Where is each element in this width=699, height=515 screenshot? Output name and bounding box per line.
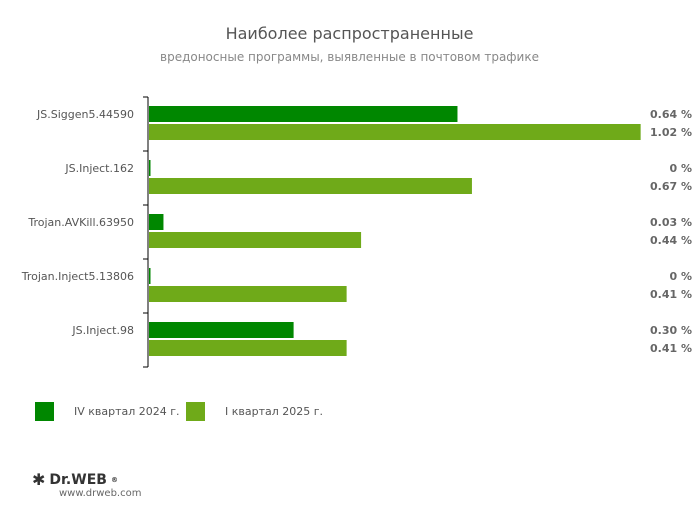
value-label: 0.03 % xyxy=(650,216,692,229)
value-label: 0.30 % xyxy=(650,324,692,337)
bar xyxy=(149,178,472,194)
drweb-logo[interactable]: ✱ Dr.WEB ® xyxy=(32,470,118,489)
category-label: JS.Inject.162 xyxy=(64,162,134,175)
bar xyxy=(149,214,164,230)
chart-title: Наиболее распространенные xyxy=(225,24,474,43)
value-label: 0 % xyxy=(669,270,692,283)
spider-icon: ✱ xyxy=(32,470,46,489)
legend-item-q1-2025: I квартал 2025 г. xyxy=(186,401,324,421)
legend-swatch xyxy=(35,401,54,421)
category-label: JS.Inject.98 xyxy=(71,324,134,337)
value-label: 0.44 % xyxy=(650,234,692,247)
bar xyxy=(149,286,347,302)
value-label: 0 % xyxy=(669,162,692,175)
legend-label: IV квартал 2024 г. xyxy=(74,404,180,418)
bar xyxy=(149,106,458,122)
bar-chart: JS.Siggen5.44590 0.64 % 1.02 % JS.Inject.16… xyxy=(21,96,692,368)
legend-swatch xyxy=(186,401,205,421)
category-label: Trojan.Inject5.13806 xyxy=(21,270,134,283)
bar xyxy=(149,124,641,140)
bar xyxy=(149,268,151,284)
bar xyxy=(149,232,362,248)
bar xyxy=(149,322,294,338)
category-label: Trojan.AVKill.63950 xyxy=(27,216,134,229)
legend-item-q4-2024: IV квартал 2024 г. xyxy=(35,401,180,421)
chart-subtitle: вредоносные программы, выявленные в почт… xyxy=(160,50,539,64)
bar xyxy=(149,340,347,356)
website-link[interactable]: www.drweb.com xyxy=(59,488,142,499)
value-label: 0.41 % xyxy=(650,342,692,355)
value-label: 0.67 % xyxy=(650,180,692,193)
value-label: 0.41 % xyxy=(650,288,692,301)
category-label: JS.Siggen5.44590 xyxy=(36,108,134,121)
legend-label: I квартал 2025 г. xyxy=(225,404,324,418)
value-label: 0.64 % xyxy=(650,108,692,121)
bar xyxy=(149,160,151,176)
value-label: 1.02 % xyxy=(650,126,692,139)
